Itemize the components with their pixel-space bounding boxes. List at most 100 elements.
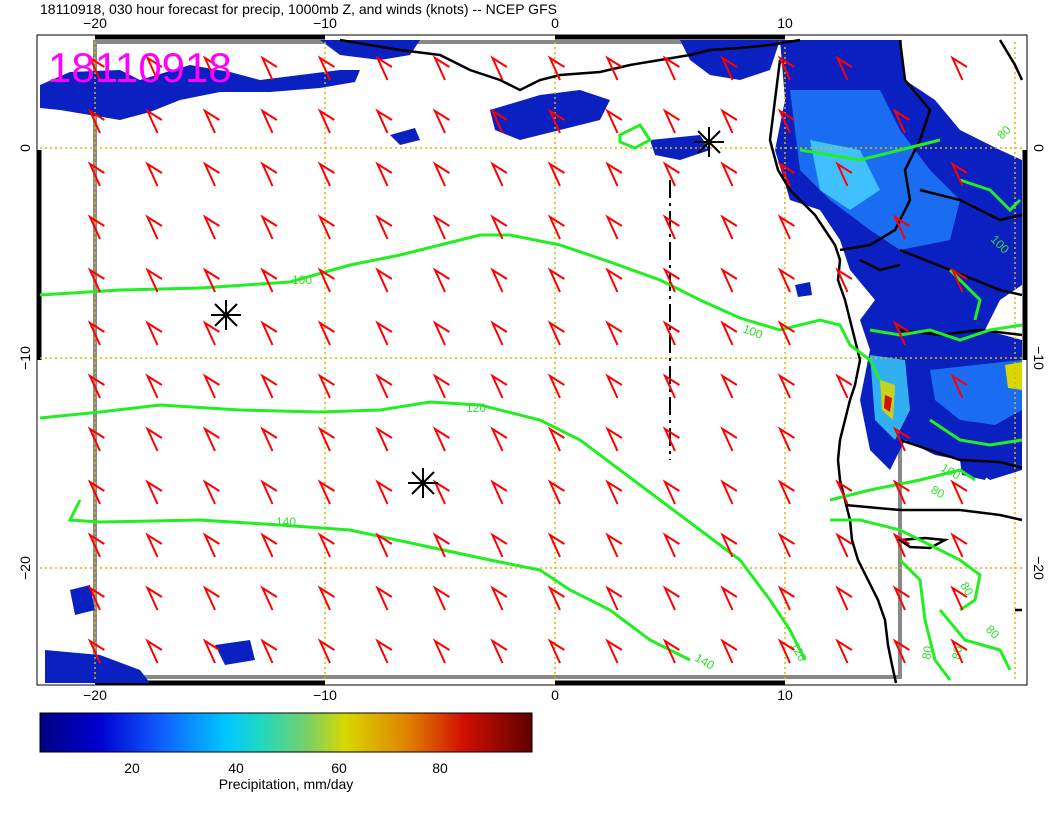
colorbar-tick: 20 xyxy=(124,760,140,776)
wind-barb xyxy=(777,373,795,399)
wind-barb xyxy=(720,373,738,399)
wind-barb xyxy=(87,532,105,558)
contour-label: 100 xyxy=(741,322,765,342)
wind-barb xyxy=(547,214,565,240)
colorbar-tick: 60 xyxy=(331,760,347,776)
wind-barb xyxy=(662,585,680,611)
wind-barb xyxy=(777,55,795,81)
marker-asterisk xyxy=(211,300,241,330)
lat-tick: −10 xyxy=(1031,346,1047,370)
wind-barb xyxy=(547,532,565,558)
wind-barb xyxy=(375,638,393,664)
wind-barb xyxy=(605,638,623,664)
wind-barb xyxy=(547,426,565,452)
wind-barb xyxy=(375,161,393,187)
wind-barb xyxy=(892,638,910,664)
wind-barb xyxy=(662,320,680,346)
wind-barb xyxy=(317,426,335,452)
marker-asterisk xyxy=(408,468,438,498)
lon-tick: 0 xyxy=(551,687,559,703)
wind-barb xyxy=(260,161,278,187)
colorbar-tick: 80 xyxy=(432,760,448,776)
wind-barb xyxy=(202,320,220,346)
wind-barb xyxy=(605,320,623,346)
wind-barb xyxy=(145,320,163,346)
wind-barb xyxy=(490,426,508,452)
lon-tick: −10 xyxy=(313,15,337,31)
wind-barb xyxy=(87,426,105,452)
lon-ticks-top: −20 −10 0 10 xyxy=(83,15,793,31)
wind-barb xyxy=(490,320,508,346)
wind-barb xyxy=(547,638,565,664)
wind-barb xyxy=(375,373,393,399)
wind-barb xyxy=(317,532,335,558)
wind-barb xyxy=(950,267,968,293)
wind-barb xyxy=(892,532,910,558)
wind-barb xyxy=(317,373,335,399)
wind-barb xyxy=(777,108,795,134)
wind-barb xyxy=(260,320,278,346)
wind-barb xyxy=(260,55,278,81)
wind-barb xyxy=(547,161,565,187)
wind-barb xyxy=(605,214,623,240)
wind-barb xyxy=(375,479,393,505)
wind-barb xyxy=(892,320,910,346)
wind-barb xyxy=(202,161,220,187)
wind-barb xyxy=(432,267,450,293)
wind-barb xyxy=(605,532,623,558)
wind-barb xyxy=(145,55,163,81)
wind-barb xyxy=(432,320,450,346)
wind-barb xyxy=(317,214,335,240)
wind-barb xyxy=(547,55,565,81)
map-title: 18110918, 030 hour forecast for precip, … xyxy=(40,1,557,17)
wind-barb xyxy=(777,214,795,240)
wind-barb xyxy=(202,108,220,134)
wind-barb xyxy=(835,479,853,505)
colorbar xyxy=(39,712,533,753)
wind-barb xyxy=(835,161,853,187)
wind-barb xyxy=(547,267,565,293)
wind-barb xyxy=(490,108,508,134)
wind-barb xyxy=(145,108,163,134)
wind-barb xyxy=(720,267,738,293)
wind-barb xyxy=(260,267,278,293)
wind-barb xyxy=(662,373,680,399)
wind-barb xyxy=(547,479,565,505)
wind-barb xyxy=(317,585,335,611)
wind-barb xyxy=(720,585,738,611)
wind-barb xyxy=(835,55,853,81)
wind-barb xyxy=(317,161,335,187)
wind-barb xyxy=(145,532,163,558)
wind-barb xyxy=(835,267,853,293)
wind-barb xyxy=(202,585,220,611)
wind-barb xyxy=(892,479,910,505)
wind-barb xyxy=(720,426,738,452)
wind-barb xyxy=(777,532,795,558)
wind-barb xyxy=(202,426,220,452)
contour-label: 80 xyxy=(919,645,935,661)
lat-ticks-right: 0 −10 −20 xyxy=(1031,144,1047,580)
wind-barb xyxy=(490,161,508,187)
wind-barb xyxy=(490,267,508,293)
wind-barbs xyxy=(87,55,968,664)
wind-barb xyxy=(835,585,853,611)
wind-barb xyxy=(605,373,623,399)
wind-barb xyxy=(662,479,680,505)
wind-barb xyxy=(317,320,335,346)
wind-barb xyxy=(145,638,163,664)
wind-barb xyxy=(835,373,853,399)
wind-barb xyxy=(87,267,105,293)
wind-barb xyxy=(260,426,278,452)
wind-barb xyxy=(145,479,163,505)
coastline xyxy=(339,38,1024,684)
wind-barb xyxy=(375,585,393,611)
wind-barb xyxy=(950,532,968,558)
lat-ticks-left: 0 −10 −20 xyxy=(17,144,33,580)
wind-barb xyxy=(605,426,623,452)
wind-barb xyxy=(720,532,738,558)
wind-barb xyxy=(260,373,278,399)
wind-barb xyxy=(605,55,623,81)
lon-ticks-bottom: −20 −10 0 10 xyxy=(83,687,793,703)
wind-barb xyxy=(145,214,163,240)
wind-barb xyxy=(547,373,565,399)
